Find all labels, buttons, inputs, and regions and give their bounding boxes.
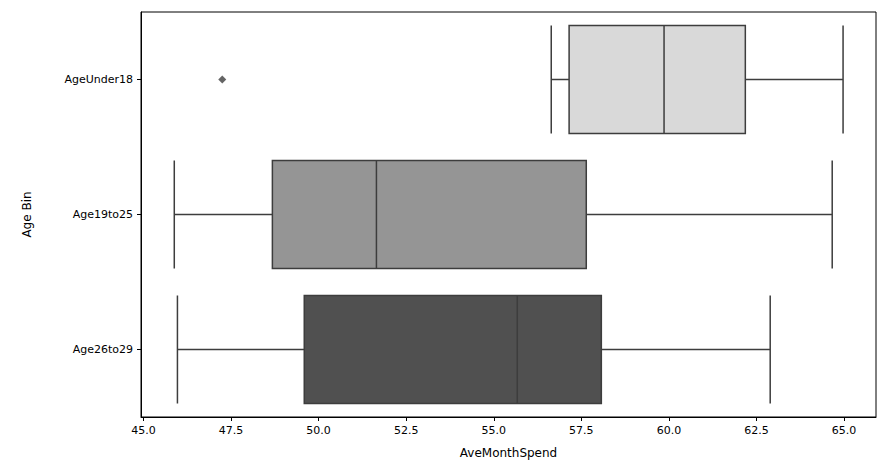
svg-text:Age Bin: Age Bin: [20, 191, 34, 237]
svg-text:50.0: 50.0: [306, 424, 331, 437]
svg-text:62.5: 62.5: [744, 424, 769, 437]
svg-text:Age26to29: Age26to29: [73, 343, 133, 356]
svg-text:Age19to25: Age19to25: [73, 208, 133, 221]
svg-text:60.0: 60.0: [657, 424, 682, 437]
svg-text:AveMonthSpend: AveMonthSpend: [460, 446, 557, 460]
svg-text:45.0: 45.0: [131, 424, 156, 437]
svg-text:47.5: 47.5: [219, 424, 244, 437]
svg-text:AgeUnder18: AgeUnder18: [64, 73, 133, 86]
svg-text:65.0: 65.0: [832, 424, 857, 437]
svg-text:57.5: 57.5: [569, 424, 594, 437]
svg-text:55.0: 55.0: [482, 424, 507, 437]
svg-text:52.5: 52.5: [394, 424, 419, 437]
